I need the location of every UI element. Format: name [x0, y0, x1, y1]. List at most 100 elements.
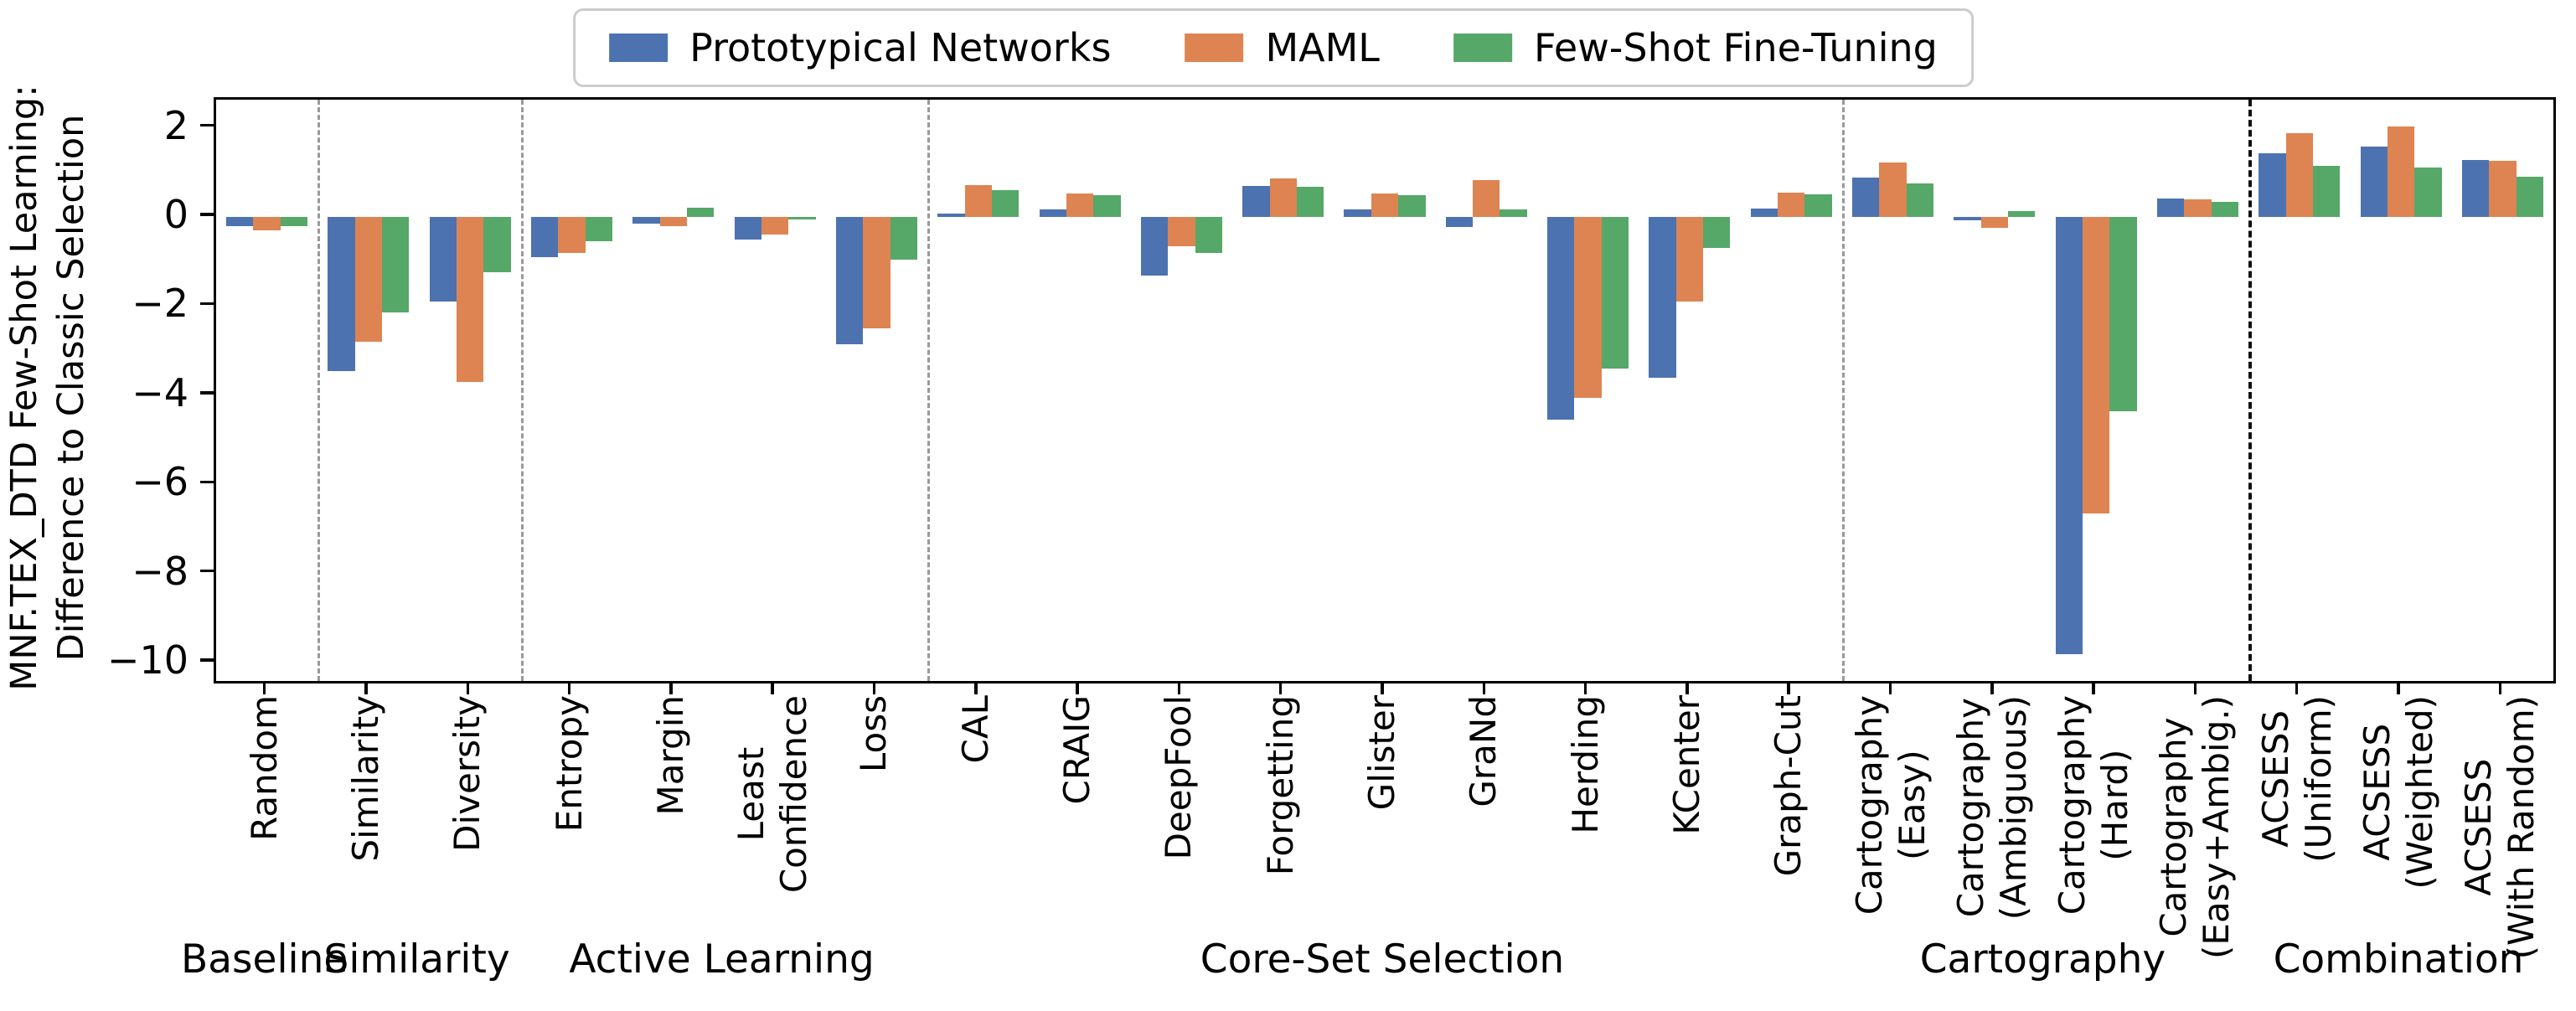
y-tick-label: −10: [106, 637, 188, 683]
bar-few-shot-fine-tuning: [280, 216, 308, 226]
y-tick-label: 2: [163, 102, 188, 148]
bar-maml: [1371, 193, 1399, 217]
y-tick-mark: [200, 123, 214, 127]
x-tick-mark: [364, 681, 368, 694]
x-category-label: CRAIG: [1056, 695, 1098, 805]
bar-few-shot-fine-tuning: [1296, 187, 1324, 217]
blue-swatch-icon: [609, 34, 669, 62]
legend-label: MAML: [1265, 25, 1380, 70]
bar-prototypical-networks: [328, 216, 355, 371]
bar-prototypical-networks: [1242, 185, 1270, 217]
bar-few-shot-fine-tuning: [382, 216, 410, 313]
bar-few-shot-fine-tuning: [2211, 202, 2238, 217]
x-tick-mark: [2295, 681, 2299, 694]
bar-few-shot-fine-tuning: [687, 208, 715, 217]
bar-prototypical-networks: [1852, 178, 1880, 217]
y-tick-mark: [200, 302, 214, 306]
x-tick-mark: [1888, 681, 1892, 694]
group-label-combination: Combination: [2273, 936, 2524, 983]
bar-maml: [253, 216, 281, 230]
y-tick-mark: [200, 569, 214, 573]
bar-prototypical-networks: [835, 216, 864, 344]
bar-few-shot-fine-tuning: [1398, 195, 1426, 217]
group-divider-line: [317, 100, 321, 681]
group-divider-line: [520, 100, 524, 681]
bar-maml: [2387, 126, 2415, 217]
bar-prototypical-networks: [226, 216, 254, 226]
bar-prototypical-networks: [1445, 216, 1474, 227]
y-tick-mark: [200, 391, 214, 395]
bar-maml: [659, 216, 688, 226]
legend-item: MAML: [1185, 25, 1380, 70]
bar-maml: [1168, 216, 1195, 246]
x-tick-mark: [466, 681, 469, 694]
group-divider-line: [2248, 100, 2253, 681]
bar-maml: [354, 216, 383, 342]
bar-prototypical-networks: [2461, 159, 2490, 217]
bar-maml: [1980, 216, 2008, 229]
x-tick-mark: [1076, 681, 1079, 694]
x-tick-mark: [2498, 681, 2502, 694]
y-tick-label: −2: [132, 281, 188, 327]
x-tick-mark: [771, 681, 774, 694]
y-tick-label: −4: [132, 369, 188, 415]
bar-few-shot-fine-tuning: [2008, 210, 2036, 217]
x-tick-mark: [1381, 681, 1384, 694]
bar-maml: [2184, 199, 2212, 217]
y-tick-label: −8: [132, 548, 188, 594]
bar-maml: [964, 184, 992, 217]
orange-swatch-icon: [1185, 34, 1244, 62]
bar-maml: [863, 216, 891, 329]
x-tick-mark: [1278, 681, 1283, 694]
y-tick-mark: [200, 480, 214, 484]
legend-item: Prototypical Networks: [609, 28, 1111, 67]
bar-few-shot-fine-tuning: [2414, 168, 2442, 217]
bar-few-shot-fine-tuning: [585, 216, 613, 242]
bar-maml: [1473, 179, 1500, 217]
bar-few-shot-fine-tuning: [1093, 195, 1121, 217]
legend-label: Prototypical Networks: [689, 25, 1112, 70]
group-label-active-learning: Active Learning: [569, 936, 875, 983]
bar-prototypical-networks: [2360, 147, 2388, 217]
group-label-core-set-selection: Core-Set Selection: [1200, 936, 1565, 983]
x-tick-mark: [1787, 681, 1790, 694]
bar-few-shot-fine-tuning: [1804, 194, 1832, 217]
x-tick-mark: [1482, 681, 1486, 694]
bar-prototypical-networks: [1547, 216, 1575, 420]
bar-few-shot-fine-tuning: [1906, 183, 1934, 217]
x-tick-mark: [669, 681, 673, 694]
x-tick-mark: [1177, 681, 1181, 694]
bar-prototypical-networks: [1750, 208, 1778, 217]
group-label-similarity: Similarity: [323, 936, 510, 983]
x-tick-mark: [2193, 681, 2197, 694]
y-tick-mark: [200, 658, 214, 662]
x-category-label: KCenter: [1666, 695, 1708, 835]
x-tick-mark: [872, 681, 876, 694]
group-divider-line: [927, 100, 931, 681]
bar-prototypical-networks: [937, 213, 965, 217]
bar-maml: [761, 216, 789, 235]
x-tick-mark: [1990, 681, 1994, 694]
bar-maml: [1574, 216, 1602, 398]
x-tick-mark: [2092, 681, 2095, 694]
legend: Prototypical Networks MAML Few-Shot Fine-T…: [573, 8, 1974, 87]
x-tick-mark: [974, 681, 978, 694]
bar-maml: [2285, 133, 2313, 217]
bar-prototypical-networks: [1140, 216, 1169, 276]
bar-prototypical-networks: [2156, 198, 2185, 217]
group-divider-line: [1841, 100, 1845, 681]
bar-prototypical-networks: [1344, 209, 1371, 217]
bar-few-shot-fine-tuning: [890, 216, 917, 260]
bar-few-shot-fine-tuning: [991, 190, 1020, 217]
bar-prototypical-networks: [1649, 216, 1676, 378]
bar-prototypical-networks: [2259, 152, 2286, 217]
group-label-baseline: Baseline: [181, 936, 348, 983]
x-tick-mark: [567, 681, 571, 694]
bar-prototypical-networks: [531, 216, 559, 257]
bar-maml: [1269, 178, 1297, 217]
x-tick-mark: [2397, 681, 2400, 694]
bar-maml: [558, 216, 586, 253]
x-tick-mark: [1685, 681, 1689, 694]
bar-prototypical-networks: [1954, 216, 1981, 221]
